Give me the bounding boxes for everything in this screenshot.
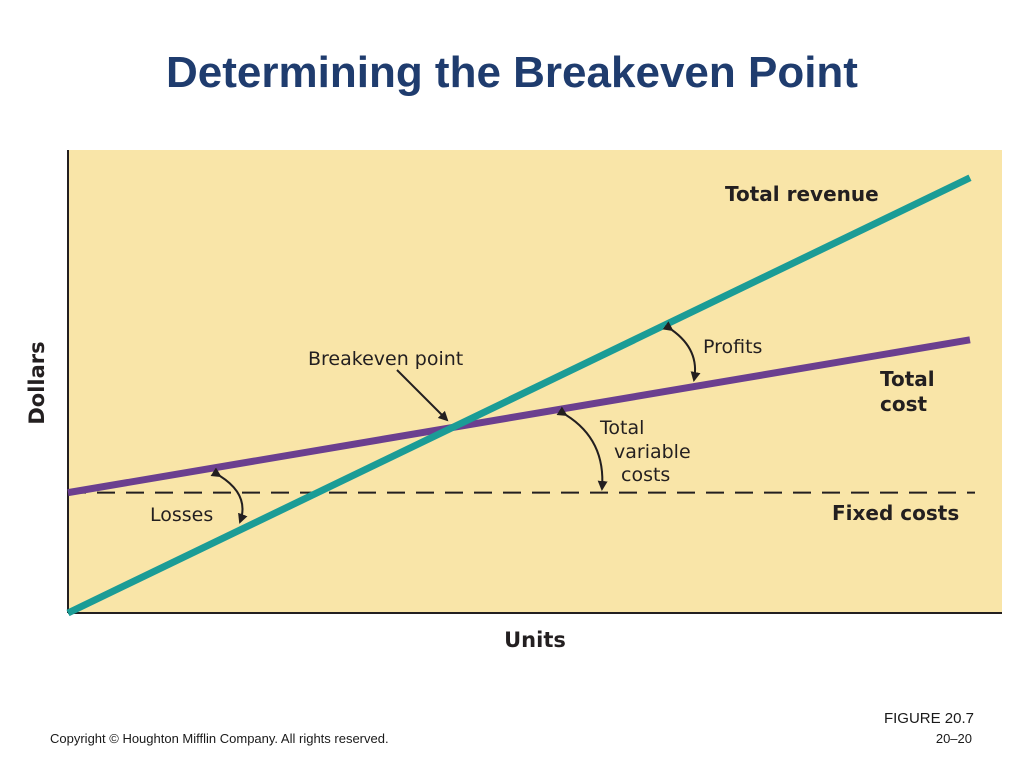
slide-title: Determining the Breakeven Point (166, 48, 858, 97)
breakeven-point-label: Breakeven point (308, 348, 463, 370)
profits-label: Profits (703, 336, 762, 358)
total-cost-label-line1: Total (880, 367, 935, 391)
total-variable-costs-label-line3: costs (621, 464, 670, 486)
total-cost-line (67, 336, 971, 497)
total-revenue-label: Total revenue (725, 182, 879, 206)
total-cost-label-line2: cost (880, 392, 928, 416)
x-axis-title: Units (504, 628, 566, 652)
losses-arrow (210, 467, 248, 524)
losses-label: Losses (150, 504, 213, 526)
breakeven-arrow (396, 369, 449, 422)
copyright-notice: Copyright © Houghton Mifflin Company. Al… (50, 731, 389, 746)
y-axis-title: Dollars (25, 341, 49, 424)
total-variable-costs-label-line1: Total (599, 417, 644, 439)
total-variable-costs-label-line2: variable (614, 441, 691, 463)
fixed-costs-label: Fixed costs (832, 501, 959, 525)
total-revenue-line (66, 174, 972, 617)
profits-arrow (662, 321, 701, 382)
figure-label: FIGURE 20.7 (883, 710, 974, 727)
page-number: 20–20 (935, 731, 972, 746)
variable-costs-arrow (556, 406, 608, 491)
